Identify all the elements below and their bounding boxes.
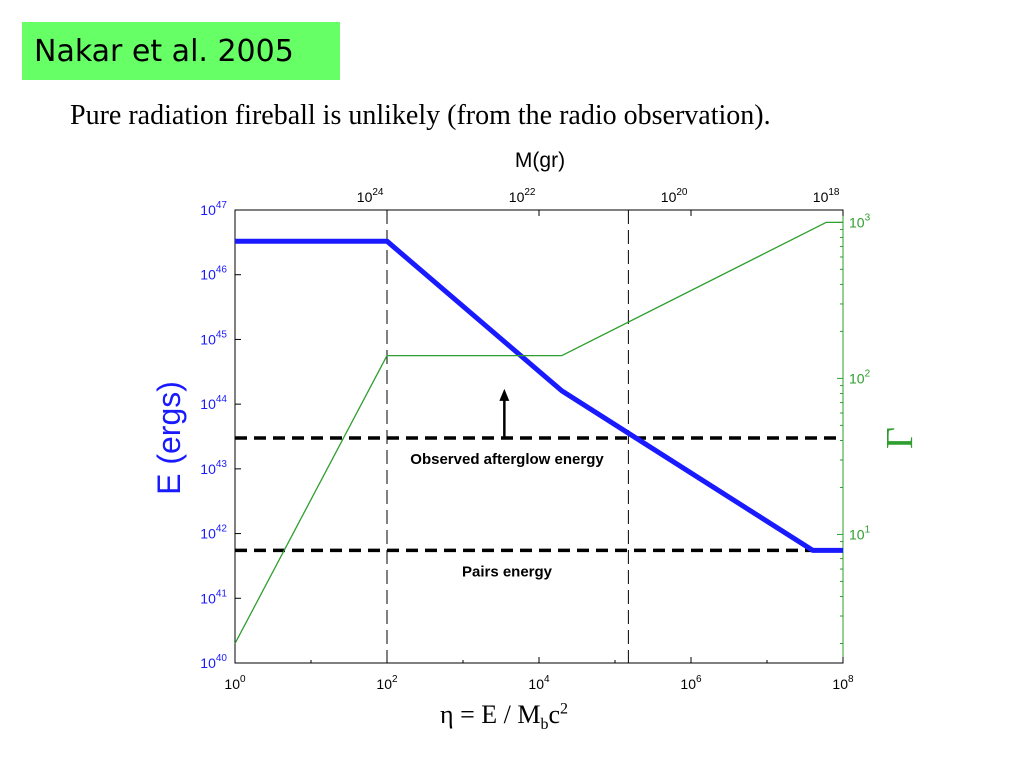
formula-equals: = E / M	[453, 700, 541, 729]
x-tick-label: 106	[680, 674, 702, 692]
y-right-tick-label: 101	[849, 524, 871, 542]
top-tick-label: 1024	[357, 187, 384, 205]
top-tick-label: 1020	[661, 187, 688, 205]
y-right-axis-label: Γ	[879, 427, 921, 449]
y-left-tick-label: 1044	[200, 394, 227, 412]
y-right-tick-label: 103	[849, 212, 871, 230]
y-right-tick-label: 102	[849, 368, 871, 386]
y-left-tick-label: 1046	[200, 265, 227, 283]
series-energy-line	[235, 238, 843, 553]
arrow-head	[499, 388, 510, 401]
formula: η = E / Mbc2	[440, 700, 640, 734]
slide-title: Nakar et al. 2005	[34, 33, 294, 69]
y-left-tick-label: 1043	[200, 459, 227, 477]
y-left-tick-label: 1045	[200, 329, 227, 347]
formula-subscript: b	[540, 716, 549, 734]
y-left-tick-label: 1042	[200, 524, 227, 542]
top-tick-label: 1018	[813, 187, 840, 205]
x-tick-label: 104	[528, 674, 550, 692]
x-tick-label: 100	[224, 674, 246, 692]
y-left-tick-label: 1047	[200, 200, 227, 218]
y-left-tick-label: 1040	[200, 653, 227, 671]
formula-eta: η	[440, 700, 454, 729]
reference-line-label: Pairs energy	[462, 563, 553, 580]
slide-subtitle: Pure radiation fireball is unlikely (fro…	[70, 100, 771, 131]
top-axis-label: M(gr)	[515, 149, 565, 172]
formula-superscript: 2	[560, 700, 569, 718]
x-tick-label: 102	[376, 674, 398, 692]
x-tick-label: 108	[832, 674, 854, 692]
formula-c: c	[548, 700, 561, 729]
y-left-axis-label: E (ergs)	[151, 381, 187, 495]
top-tick-label: 1022	[509, 187, 536, 205]
reference-line-label: Observed afterglow energy	[410, 451, 604, 468]
series-gamma-line	[234, 221, 843, 644]
slide-title-box: Nakar et al. 2005	[22, 22, 340, 80]
y-left-tick-label: 1041	[200, 588, 227, 606]
